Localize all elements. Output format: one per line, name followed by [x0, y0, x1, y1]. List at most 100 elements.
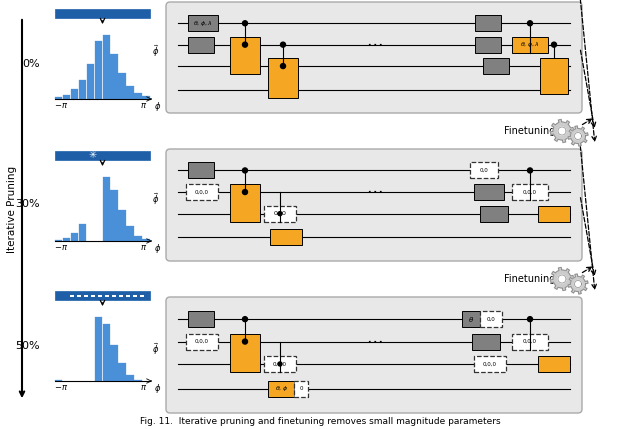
Bar: [134, 380, 141, 381]
Bar: [512, 184, 548, 200]
Text: 0,0,0: 0,0,0: [195, 339, 209, 344]
Text: $\cdots$: $\cdots$: [365, 181, 382, 199]
Bar: [134, 236, 141, 241]
Bar: [111, 345, 118, 381]
Polygon shape: [558, 127, 566, 135]
Circle shape: [552, 42, 557, 47]
Text: $\theta,\phi,\lambda$: $\theta,\phi,\lambda$: [193, 19, 212, 28]
Bar: [126, 375, 134, 381]
Circle shape: [280, 42, 285, 47]
FancyBboxPatch shape: [166, 297, 582, 413]
Text: 30%: 30%: [15, 199, 40, 209]
Bar: [95, 317, 102, 381]
Circle shape: [278, 362, 282, 366]
Bar: [63, 238, 70, 241]
Bar: [540, 58, 568, 94]
Bar: [112, 294, 116, 296]
Bar: [472, 334, 500, 350]
Bar: [230, 184, 260, 222]
Bar: [268, 58, 298, 98]
Bar: [77, 294, 81, 296]
Circle shape: [280, 63, 285, 69]
FancyBboxPatch shape: [166, 2, 582, 113]
Circle shape: [527, 168, 532, 173]
Bar: [111, 190, 118, 241]
Text: 0,0,0: 0,0,0: [483, 362, 497, 366]
Text: 0,0,0: 0,0,0: [195, 190, 209, 194]
Bar: [186, 334, 218, 350]
Bar: [538, 205, 570, 222]
Polygon shape: [568, 126, 588, 146]
Text: ✳: ✳: [88, 151, 97, 160]
Text: $\theta,\phi$: $\theta,\phi$: [275, 384, 287, 393]
Text: $\pi$: $\pi$: [140, 383, 148, 392]
Bar: [474, 356, 506, 372]
Bar: [118, 363, 125, 381]
Bar: [55, 240, 63, 241]
Text: $\phi$: $\phi$: [154, 242, 161, 255]
Circle shape: [527, 21, 532, 26]
Text: Fig. 11.  Iterative pruning and finetuning removes small magnitude parameters: Fig. 11. Iterative pruning and finetunin…: [140, 417, 500, 426]
Text: $\pi$: $\pi$: [140, 101, 148, 110]
Bar: [483, 58, 509, 74]
Text: 0,0,0: 0,0,0: [523, 339, 537, 344]
Circle shape: [278, 211, 282, 216]
Bar: [126, 226, 134, 241]
Text: Iterative Pruning: Iterative Pruning: [7, 166, 17, 253]
Bar: [188, 36, 214, 53]
Bar: [480, 205, 508, 222]
Bar: [512, 36, 548, 53]
Text: $0\phi 0$: $0\phi 0$: [273, 209, 287, 218]
Bar: [98, 294, 102, 296]
Bar: [126, 86, 134, 99]
Bar: [118, 211, 125, 241]
Bar: [118, 73, 125, 99]
Bar: [133, 294, 137, 296]
Polygon shape: [575, 281, 582, 287]
Bar: [105, 294, 109, 296]
Text: Finetuning: Finetuning: [504, 274, 555, 284]
Circle shape: [243, 42, 248, 47]
Bar: [474, 184, 504, 200]
Bar: [55, 97, 63, 99]
Text: $\vec{\phi}$: $\vec{\phi}$: [152, 341, 159, 357]
Text: $\cdots$: $\cdots$: [365, 33, 382, 51]
Bar: [55, 151, 150, 160]
Circle shape: [243, 21, 248, 26]
Bar: [111, 54, 118, 99]
Bar: [188, 163, 214, 178]
Bar: [470, 163, 498, 178]
Bar: [102, 177, 110, 241]
Text: $-\pi$: $-\pi$: [54, 243, 68, 252]
Polygon shape: [568, 274, 588, 294]
Bar: [475, 36, 501, 53]
Text: 0,0,0: 0,0,0: [273, 362, 287, 366]
Bar: [102, 324, 110, 381]
Bar: [84, 294, 88, 296]
Bar: [55, 380, 63, 381]
Text: $\vec{\phi}$: $\vec{\phi}$: [152, 44, 159, 60]
Bar: [95, 41, 102, 99]
Bar: [91, 294, 95, 296]
Bar: [71, 89, 78, 99]
Circle shape: [527, 317, 532, 322]
Text: $\phi$: $\phi$: [154, 382, 161, 395]
Bar: [119, 294, 123, 296]
Text: 0,0: 0,0: [479, 168, 488, 173]
Bar: [294, 381, 308, 396]
Bar: [102, 35, 110, 99]
Polygon shape: [550, 268, 573, 290]
Text: $\theta,\phi,\lambda$: $\theta,\phi,\lambda$: [520, 40, 540, 49]
Text: $\phi$: $\phi$: [154, 100, 161, 113]
Text: $-\pi$: $-\pi$: [54, 383, 68, 392]
Text: 50%: 50%: [15, 341, 40, 351]
Text: $\pi$: $\pi$: [140, 243, 148, 252]
Bar: [142, 239, 150, 241]
Text: $\vec{\phi}$: $\vec{\phi}$: [152, 191, 159, 207]
Text: $\theta$: $\theta$: [468, 314, 474, 323]
Bar: [188, 15, 218, 31]
Circle shape: [243, 168, 248, 173]
Bar: [70, 294, 74, 296]
Bar: [86, 63, 94, 99]
Bar: [188, 311, 214, 327]
